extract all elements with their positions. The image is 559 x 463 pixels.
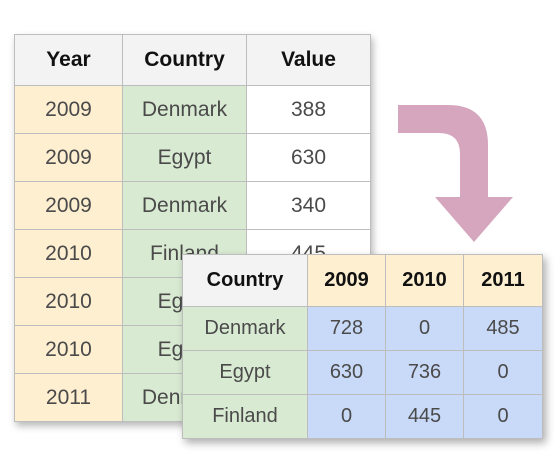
- value-cell: 630: [307, 350, 386, 395]
- table-row: 2009 Egypt 630: [14, 133, 371, 182]
- country-cell: Finland: [182, 394, 308, 439]
- value-cell: 736: [385, 350, 464, 395]
- source-header-row: Year Country Value: [14, 34, 371, 86]
- header-country: Country: [122, 34, 247, 86]
- table-row: 2009 Denmark 388: [14, 85, 371, 134]
- value-cell: 0: [463, 394, 543, 439]
- value-cell: 485: [463, 306, 543, 351]
- year-cell: 2009: [14, 133, 123, 182]
- header-year: Year: [14, 34, 123, 86]
- year-cell: 2010: [14, 277, 123, 326]
- value-cell: 0: [463, 350, 543, 395]
- year-cell: 2010: [14, 325, 123, 374]
- year-cell: 2010: [14, 229, 123, 278]
- country-cell: Egypt: [182, 350, 308, 395]
- value-cell: 630: [246, 133, 371, 182]
- result-header-row: Country 2009 2010 2011: [182, 254, 543, 307]
- table-row: Denmark 728 0 485: [182, 306, 543, 351]
- table-row: 2009 Denmark 340: [14, 181, 371, 230]
- year-cell: 2009: [14, 85, 123, 134]
- country-cell: Denmark: [122, 181, 247, 230]
- header-year-2009: 2009: [307, 254, 386, 307]
- value-cell: 0: [307, 394, 386, 439]
- country-cell: Egypt: [122, 133, 247, 182]
- header-value: Value: [246, 34, 371, 86]
- year-cell: 2009: [14, 181, 123, 230]
- result-wide-table: Country 2009 2010 2011 Denmark 728 0 485…: [182, 254, 543, 439]
- table-row: Egypt 630 736 0: [182, 350, 543, 395]
- value-cell: 0: [385, 306, 464, 351]
- country-cell: Denmark: [122, 85, 247, 134]
- header-year-2010: 2010: [385, 254, 464, 307]
- value-cell: 445: [385, 394, 464, 439]
- value-cell: 388: [246, 85, 371, 134]
- header-year-2011: 2011: [463, 254, 543, 307]
- value-cell: 728: [307, 306, 386, 351]
- table-row: Finland 0 445 0: [182, 394, 543, 439]
- year-cell: 2011: [14, 373, 123, 422]
- country-cell: Denmark: [182, 306, 308, 351]
- value-cell: 340: [246, 181, 371, 230]
- header-country: Country: [182, 254, 308, 307]
